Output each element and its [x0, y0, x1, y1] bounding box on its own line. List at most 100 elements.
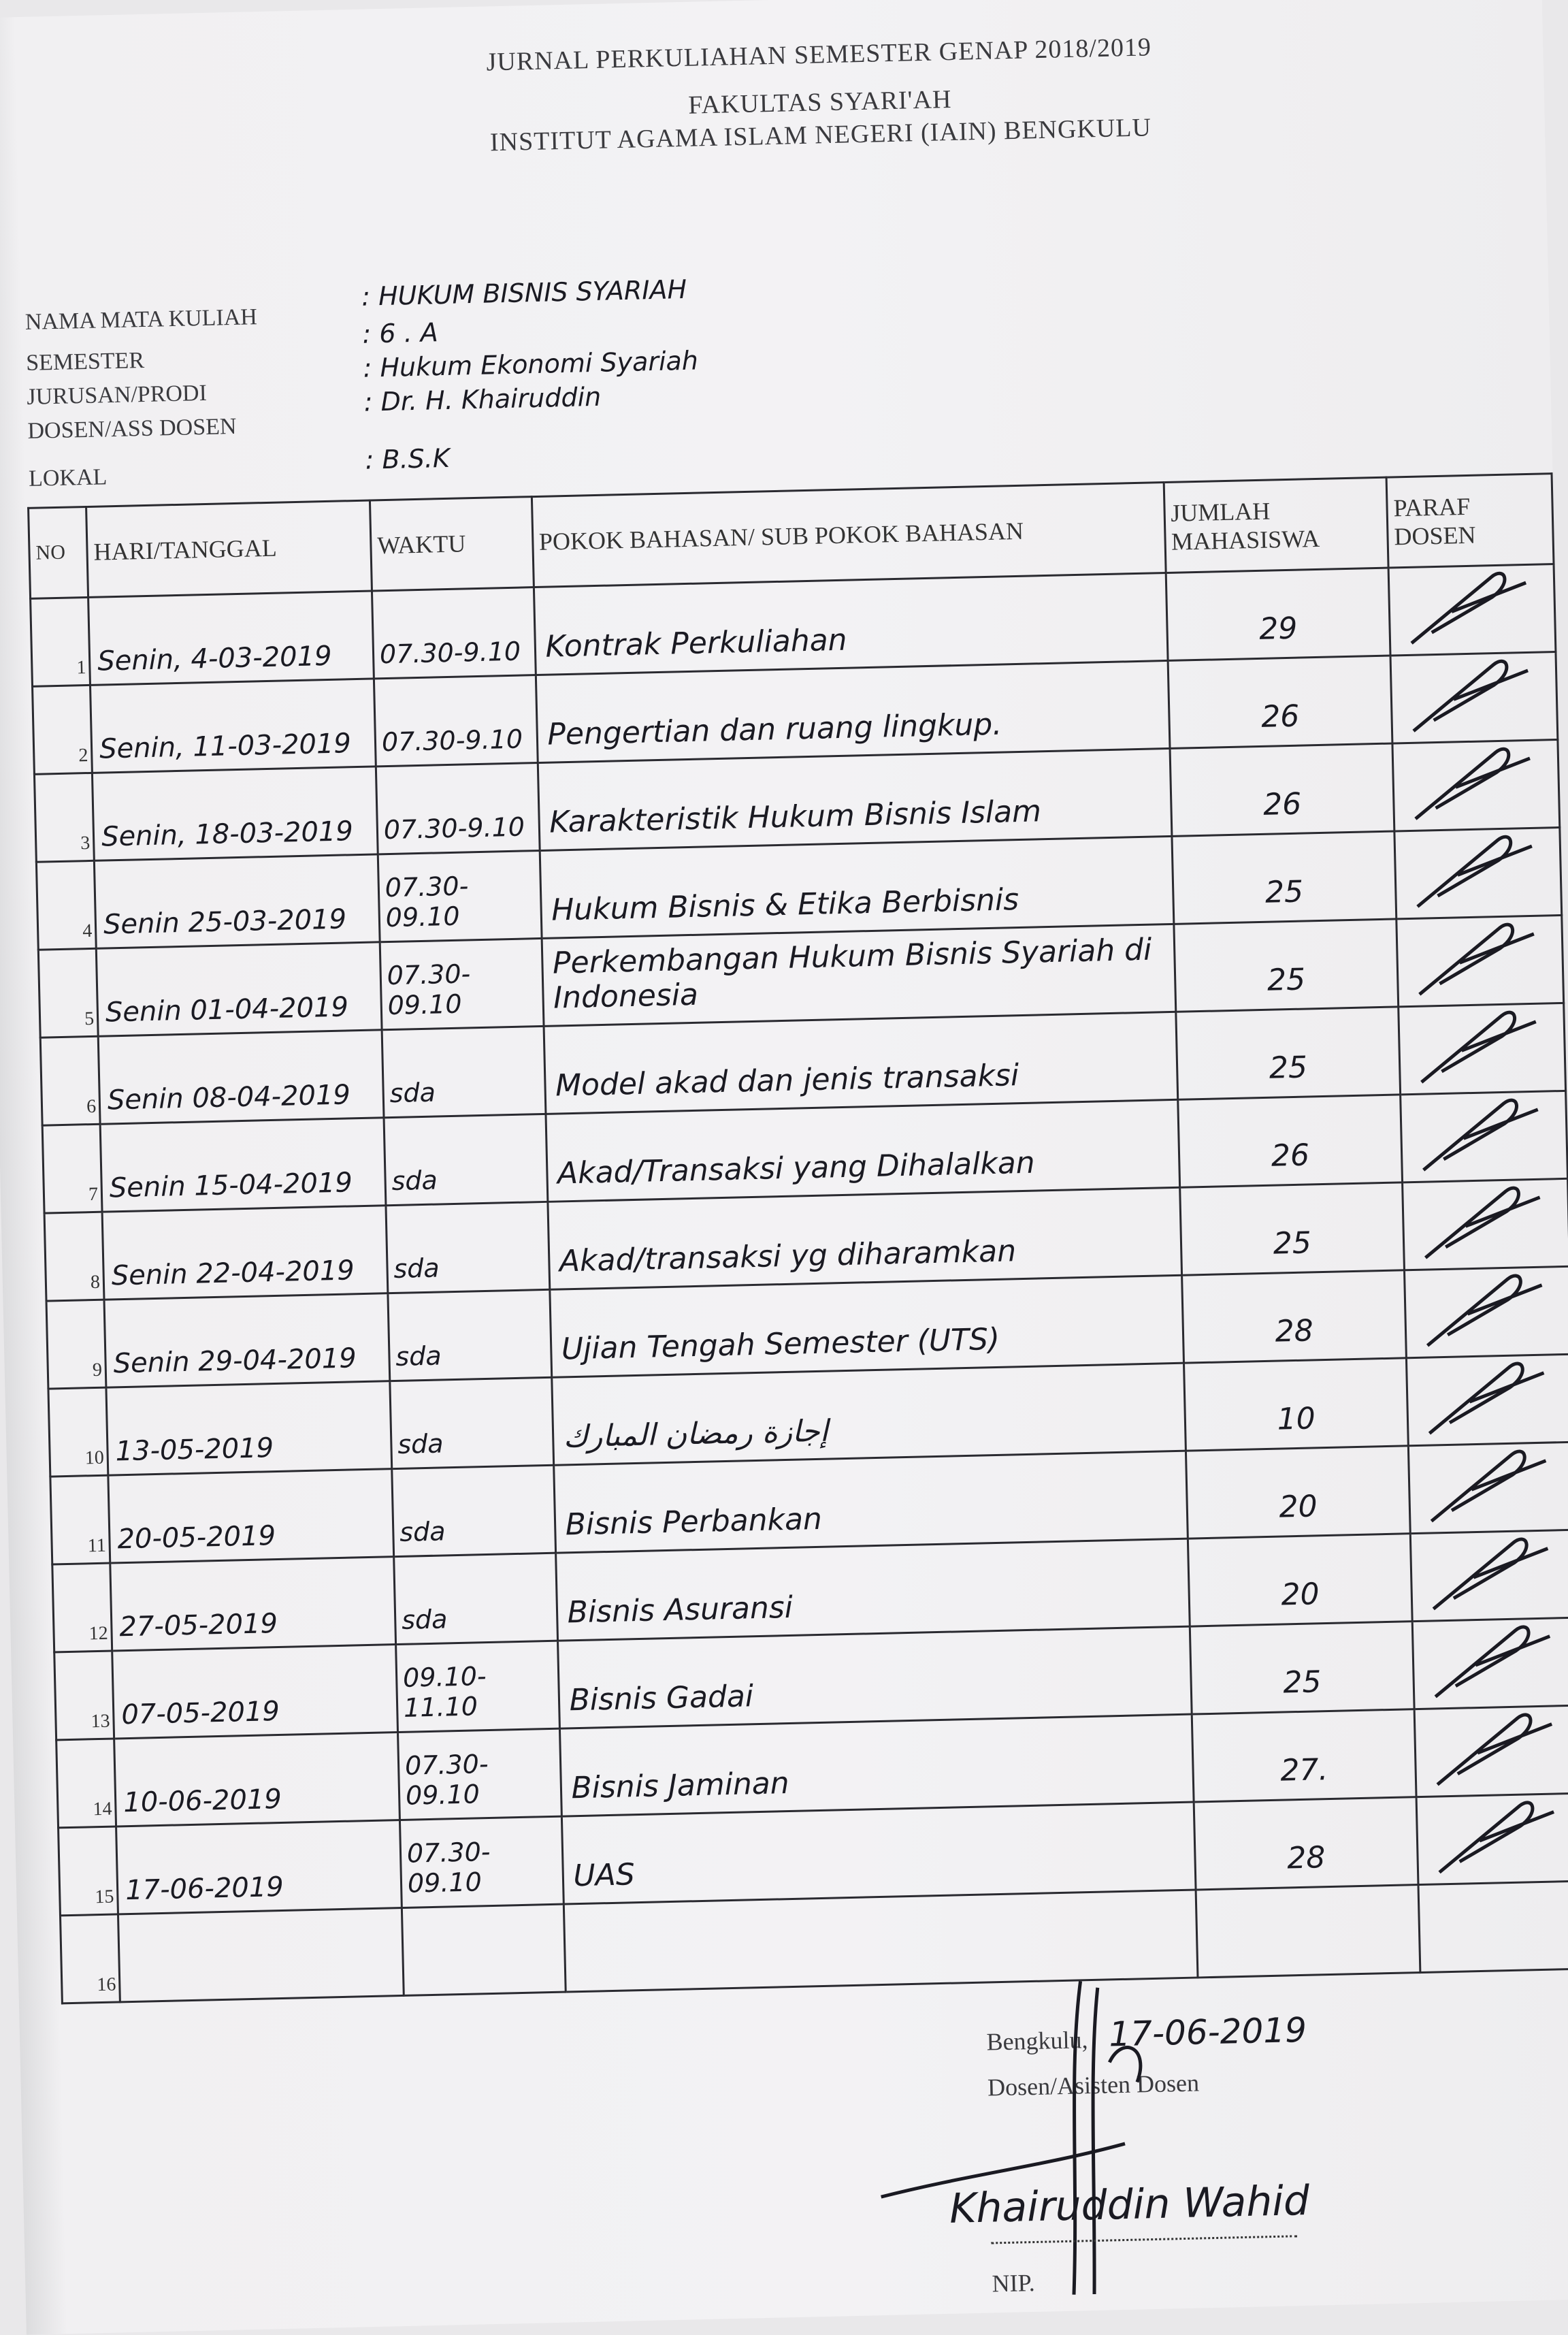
row-topic: Ujian Tengah Semester (UTS) — [549, 1275, 1184, 1378]
row-date: 13-05-2019 — [105, 1381, 392, 1476]
table-row: 9 Senin 29-04-2019 sda Ujian Tengah Semeste… — [46, 1266, 1568, 1389]
row-paraf — [1418, 1881, 1568, 1973]
row-paraf — [1388, 564, 1556, 656]
row-paraf — [1406, 1354, 1568, 1446]
row-paraf — [1394, 827, 1562, 919]
row-number: 6 — [40, 1036, 101, 1126]
row-count: 25 — [1179, 1182, 1405, 1276]
col-date: HARI/TANGGAL — [86, 500, 372, 598]
col-topic: POKOK BAHASAN/ SUB POKOK BAHASAN — [531, 482, 1166, 587]
table-row: 14 10-06-2019 07.30-09.10 Bisnis Jaminan 27. — [56, 1705, 1568, 1828]
row-topic: Hukum Bisnis & Etika Berbisnis — [539, 836, 1174, 939]
paraf-signature — [1420, 1010, 1537, 1084]
row-number: 4 — [36, 860, 97, 950]
row-number: 13 — [54, 1651, 114, 1740]
table-row: 12 27-05-2019 sda Bisnis Asuransi 20 — [52, 1530, 1568, 1652]
row-topic: Bisnis Asuransi — [555, 1539, 1190, 1641]
paraf-signature — [1430, 1449, 1547, 1523]
row-count: 20 — [1185, 1445, 1411, 1539]
row-paraf — [1412, 1617, 1568, 1709]
row-date: Senin 25-03-2019 — [94, 854, 380, 949]
row-number: 14 — [56, 1739, 116, 1828]
row-count: 25 — [1189, 1621, 1415, 1715]
signer-name: Khairuddin Wahid — [949, 2176, 1310, 2233]
row-number: 3 — [34, 773, 95, 863]
row-count: 25 — [1171, 831, 1396, 924]
row-count: 25 — [1175, 1006, 1401, 1100]
row-topic: Pengertian dan ruang lingkup. — [535, 660, 1170, 763]
row-date: Senin 22-04-2019 — [102, 1205, 388, 1300]
journal-table: NO HARI/TANGGAL WAKTU POKOK BAHASAN/ SUB… — [27, 472, 1568, 2004]
paraf-signature — [1438, 1801, 1554, 1874]
paraf-signature — [1410, 571, 1526, 645]
paraf-signature — [1434, 1625, 1551, 1698]
row-paraf — [1414, 1705, 1568, 1797]
row-time: sda — [393, 1553, 558, 1645]
row-time: sda — [385, 1202, 550, 1293]
row-paraf — [1390, 651, 1558, 744]
row-date: Senin 15-04-2019 — [100, 1117, 386, 1212]
field-label: LOKAL — [28, 464, 108, 492]
paraf-signature — [1414, 747, 1531, 820]
row-number: 15 — [58, 1826, 118, 1916]
row-number: 2 — [32, 685, 93, 775]
row-topic: Bisnis Perbankan — [553, 1451, 1188, 1553]
row-time: 07.30-09.10 — [397, 1728, 561, 1820]
row-number: 12 — [52, 1563, 112, 1652]
row-count: 26 — [1169, 743, 1394, 837]
row-paraf — [1398, 1003, 1566, 1095]
row-date: Senin, 18-03-2019 — [92, 766, 378, 861]
row-date: 10-06-2019 — [114, 1732, 400, 1826]
row-date: 27-05-2019 — [110, 1556, 396, 1652]
row-paraf — [1404, 1266, 1568, 1358]
paraf-signature — [1426, 1274, 1543, 1347]
row-topic: Perkembangan Hukum Bisnis Syariah di Ind… — [541, 924, 1176, 1027]
row-time: sda — [389, 1377, 554, 1469]
row-count: 26 — [1167, 656, 1392, 749]
row-count: 10 — [1183, 1357, 1409, 1451]
row-time: sda — [383, 1114, 548, 1206]
field-label: SEMESTER — [25, 347, 145, 376]
row-count: 28 — [1181, 1270, 1407, 1364]
row-paraf — [1410, 1530, 1568, 1622]
row-topic: Akad/transaksi yg diharamkan — [547, 1187, 1182, 1290]
row-time: 07.30-9.10 — [372, 587, 536, 679]
row-topic: Kontrak Perkuliahan — [534, 573, 1168, 675]
row-topic: Bisnis Gadai — [557, 1626, 1192, 1729]
field-label: NAMA MATA KULIAH — [24, 304, 258, 335]
row-topic: Bisnis Jaminan — [559, 1714, 1194, 1817]
row-date: Senin 01-04-2019 — [96, 941, 382, 1037]
paraf-signature — [1432, 1537, 1549, 1611]
row-count: 26 — [1177, 1094, 1403, 1188]
row-date: Senin 08-04-2019 — [98, 1029, 384, 1125]
row-date: 17-06-2019 — [116, 1820, 402, 1914]
row-count: 29 — [1165, 568, 1390, 661]
row-paraf — [1416, 1793, 1568, 1885]
row-count: 28 — [1193, 1797, 1418, 1890]
table-row: 10 13-05-2019 sda إجازة رمضان المبارك 10 — [48, 1354, 1568, 1477]
paraf-signature — [1436, 1713, 1553, 1786]
row-paraf — [1396, 915, 1564, 1007]
col-time: WAKTU — [370, 496, 534, 591]
row-number: 8 — [44, 1212, 105, 1302]
row-topic: UAS — [561, 1802, 1196, 1905]
field-value: : 6 . A — [361, 317, 439, 349]
paraf-signature — [1412, 659, 1529, 732]
table-row: 4 Senin 25-03-2019 07.30-09.10 Hukum Bisnis… — [36, 827, 1562, 950]
row-count: 27. — [1191, 1709, 1417, 1803]
table-row: 6 Senin 08-04-2019 sda Model akad dan jenis… — [40, 1003, 1566, 1126]
table-row: 7 Senin 15-04-2019 sda Akad/Transaksi yang … — [42, 1091, 1568, 1214]
row-topic: Model akad dan jenis transaksi — [543, 1012, 1178, 1114]
row-number: 11 — [50, 1475, 110, 1565]
col-count: JUMLAH MAHASISWA — [1163, 477, 1389, 573]
table-row: 15 17-06-2019 07.30-09.10 UAS 28 — [58, 1793, 1568, 1916]
course-info: NAMA MATA KULIAH: HUKUM BISNIS SYARIAH SE… — [0, 0, 1541, 492]
row-date: Senin, 11-03-2019 — [90, 678, 376, 773]
row-number: 9 — [46, 1300, 106, 1389]
field-label: JURUSAN/PRODI — [26, 380, 208, 410]
row-count: 20 — [1187, 1533, 1413, 1627]
col-paraf: PARAF DOSEN — [1386, 473, 1554, 568]
table-row: 2 Senin, 11-03-2019 07.30-9.10 Pengertian d… — [32, 651, 1558, 775]
table-row: 8 Senin 22-04-2019 sda Akad/transaksi yg di… — [44, 1178, 1568, 1302]
